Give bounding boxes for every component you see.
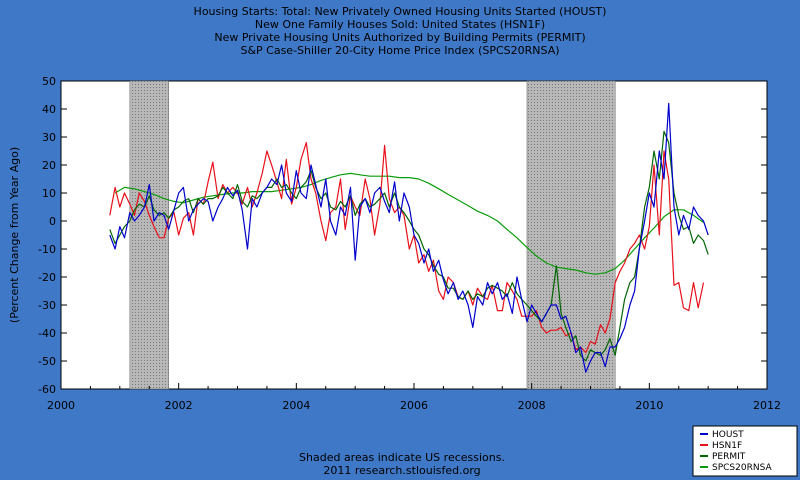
recession-band <box>129 80 169 390</box>
legend-entry-houst: HOUST <box>712 430 744 440</box>
y-tick-label: -50 <box>38 355 56 368</box>
y-tick-label: -30 <box>38 299 56 312</box>
legend-entry-hsn1f: HSN1F <box>712 441 742 451</box>
x-axis: 2000 2002 2004 2006 2008 2010 2012 <box>47 383 781 412</box>
y-tick-label: 20 <box>42 159 56 172</box>
x-tick-label: 2000 <box>47 399 75 412</box>
recession-band <box>526 80 616 390</box>
legend-entry-permit: PERMIT <box>712 452 746 462</box>
x-tick-label: 2006 <box>400 399 428 412</box>
y-tick-label: -40 <box>38 327 56 340</box>
legend-box <box>692 425 798 477</box>
y-tick-label: 50 <box>42 75 56 88</box>
chart-footer: Shaded areas indicate US recessions. 201… <box>299 451 505 477</box>
title-line-3: New Private Housing Units Authorized by … <box>214 31 585 44</box>
y-tick-label: 10 <box>42 187 56 200</box>
x-tick-label: 2008 <box>518 399 546 412</box>
series-line-permit <box>109 130 709 362</box>
y-axis: 50 40 30 20 10 0 -10 -20 -30 -40 -50 -60 <box>38 75 767 396</box>
legend-entry-spcs20rnsa: SPCS20RNSA <box>712 463 772 473</box>
y-tick-label: -10 <box>38 243 56 256</box>
title-line-2: New One Family Houses Sold: United State… <box>255 18 545 31</box>
chart-title: Housing Starts: Total: New Privately Own… <box>194 5 607 57</box>
series-line-houst <box>109 102 709 373</box>
x-tick-label: 2010 <box>635 399 663 412</box>
y-tick-label: 40 <box>42 103 56 116</box>
y-tick-label: -20 <box>38 271 56 284</box>
x-tick-label: 2004 <box>282 399 310 412</box>
x-tick-label: 2002 <box>165 399 193 412</box>
title-line-1: Housing Starts: Total: New Privately Own… <box>194 5 607 18</box>
recession-note: Shaded areas indicate US recessions. <box>299 451 505 464</box>
y-tick-label: -60 <box>38 383 56 396</box>
series-line-hsn1f <box>109 142 705 354</box>
x-tick-label: 2012 <box>753 399 781 412</box>
title-line-4: S&P Case-Shiller 20-City Home Price Inde… <box>240 44 559 57</box>
y-tick-label: 0 <box>49 215 56 228</box>
series-line-spcs20rnsa <box>114 172 704 275</box>
series-lines <box>109 102 709 373</box>
y-tick-label: 30 <box>42 131 56 144</box>
y-axis-label: (Percent Change from Year Ago) <box>8 147 21 323</box>
recession-shading <box>129 80 616 390</box>
source-note: 2011 research.stlouisfed.org <box>323 464 480 477</box>
